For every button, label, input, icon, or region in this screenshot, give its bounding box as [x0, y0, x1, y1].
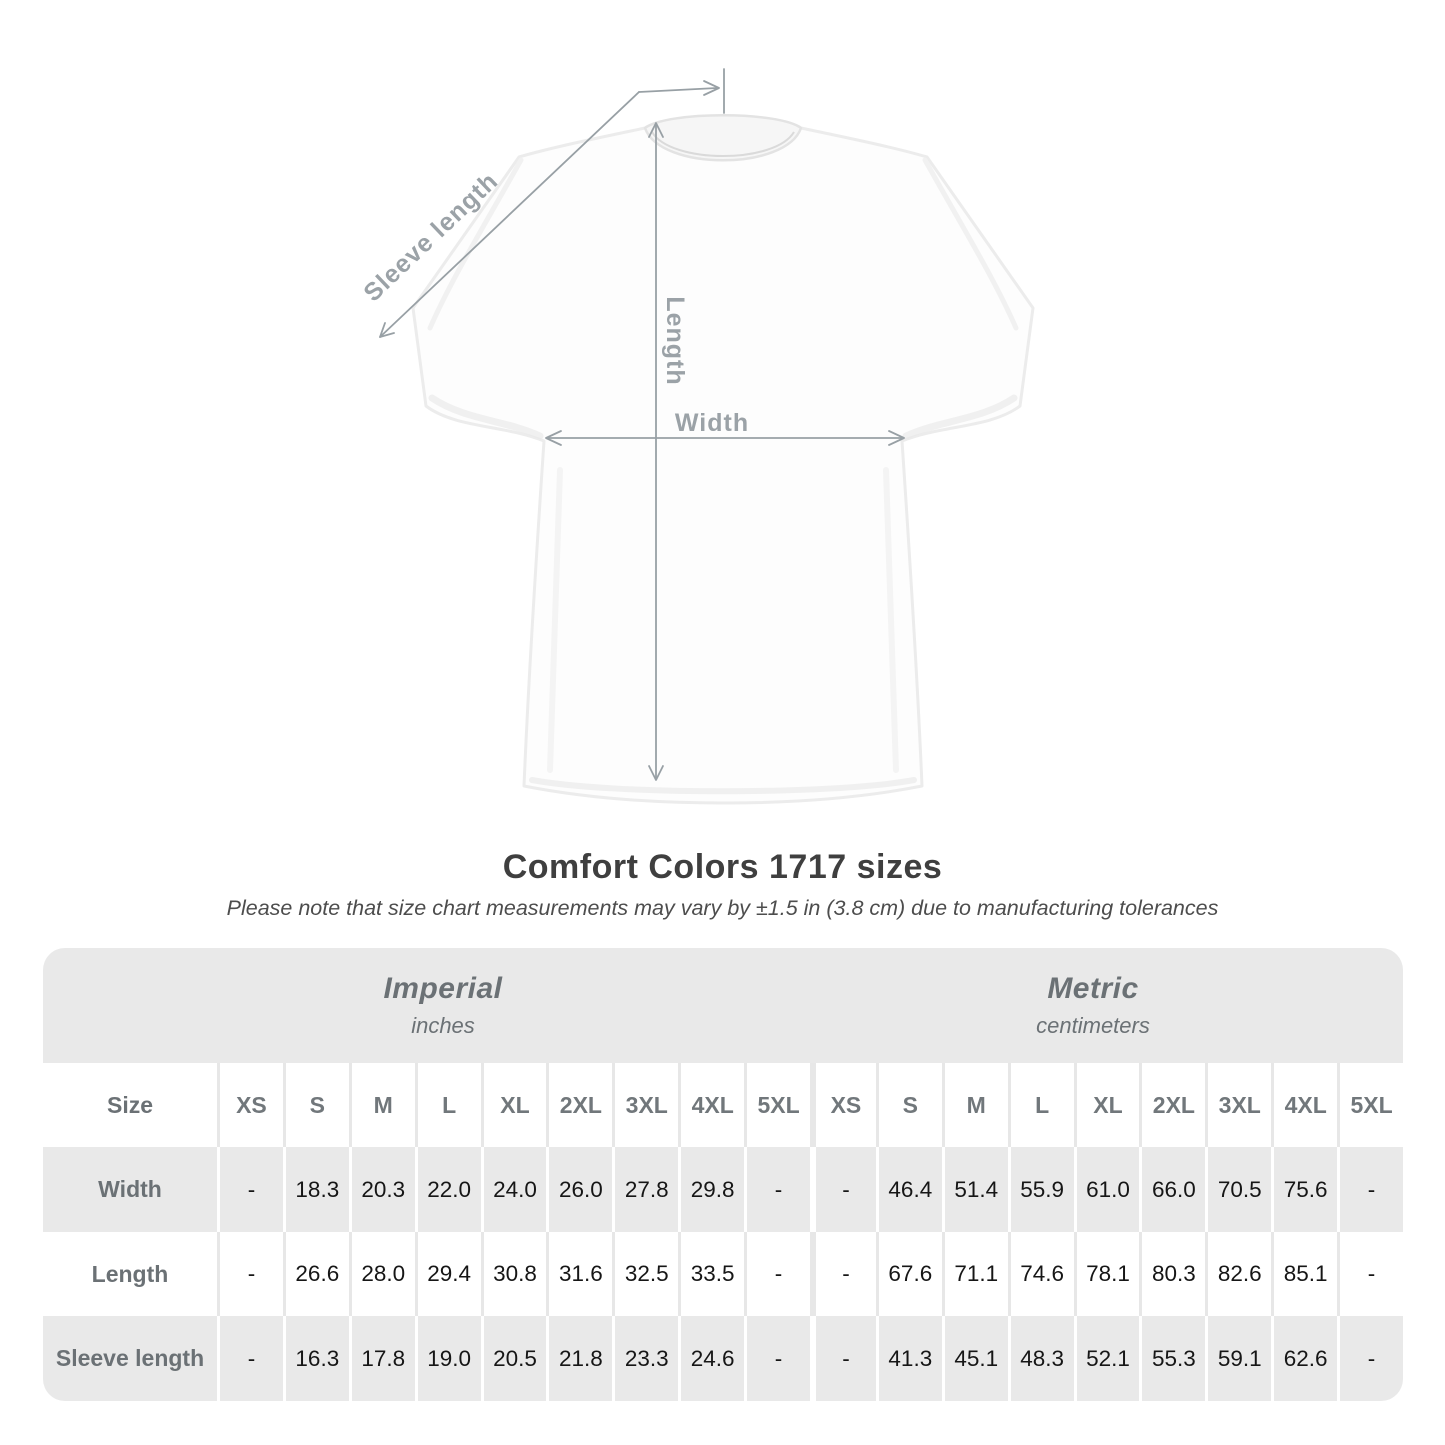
table-cell: 20.3 — [351, 1147, 415, 1232]
size-column-header: L — [417, 1063, 481, 1147]
table-cell: - — [220, 1316, 283, 1401]
size-column-header: S — [878, 1063, 942, 1147]
measurement-annotations — [379, 68, 905, 781]
table-cell: 21.8 — [549, 1316, 613, 1401]
length-label: Length — [661, 296, 689, 385]
imperial-unit: inches — [411, 1013, 475, 1038]
metric-title: Metric — [1047, 972, 1139, 1005]
table-cell: 55.3 — [1142, 1316, 1206, 1401]
table-cell: 66.0 — [1142, 1147, 1206, 1232]
size-header-label: Size — [43, 1063, 217, 1147]
table-cell: - — [1340, 1232, 1403, 1316]
table-cell: - — [220, 1147, 283, 1232]
table-cell: 19.0 — [417, 1316, 481, 1401]
table-cell: 32.5 — [615, 1232, 679, 1316]
table-unit-band: Imperial inches Metric centimeters — [43, 948, 1403, 1063]
table-cell: - — [1340, 1147, 1403, 1232]
table-cell: 75.6 — [1274, 1147, 1338, 1232]
sleeve-horizontal-line — [638, 87, 718, 93]
size-column-header: L — [1010, 1063, 1074, 1147]
table-row-width: Width - 18.3 20.3 22.0 24.0 26.0 27.8 29… — [43, 1147, 1403, 1232]
table-cell: - — [816, 1316, 876, 1401]
table-cell: 26.0 — [549, 1147, 613, 1232]
size-column-header: XS — [816, 1063, 876, 1147]
table-cell: 30.8 — [483, 1232, 547, 1316]
size-column-header: 5XL — [1340, 1063, 1403, 1147]
table-cell: 82.6 — [1208, 1232, 1272, 1316]
table-cell: 18.3 — [285, 1147, 349, 1232]
table-row-length: Length - 26.6 28.0 29.4 30.8 31.6 32.5 3… — [43, 1232, 1403, 1316]
table-cell: - — [1340, 1316, 1403, 1401]
table-cell: 45.1 — [944, 1316, 1008, 1401]
table-row-sleeve-length: Sleeve length - 16.3 17.8 19.0 20.5 21.8… — [43, 1316, 1403, 1401]
table-cell: 78.1 — [1076, 1232, 1140, 1316]
table-cell: - — [816, 1232, 876, 1316]
size-column-header: 4XL — [681, 1063, 745, 1147]
imperial-group-header: Imperial inches — [383, 948, 502, 1063]
table-cell: 23.3 — [615, 1316, 679, 1401]
row-label: Width — [43, 1147, 217, 1232]
metric-group-header: Metric centimeters — [1036, 948, 1150, 1063]
table-cell: 24.0 — [483, 1147, 547, 1232]
table-cell: 27.8 — [615, 1147, 679, 1232]
table-cell: 46.4 — [878, 1147, 942, 1232]
size-column-header: XL — [483, 1063, 547, 1147]
table-cell: 29.4 — [417, 1232, 481, 1316]
size-table: Imperial inches Metric centimeters Size … — [43, 948, 1403, 1401]
table-cell: 48.3 — [1010, 1316, 1074, 1401]
table-cell: 52.1 — [1076, 1316, 1140, 1401]
size-column-header: 3XL — [615, 1063, 679, 1147]
row-label: Length — [43, 1232, 217, 1316]
size-header-row: Size XS S M L XL 2XL 3XL 4XL 5XL XS S M … — [43, 1063, 1403, 1147]
size-column-header: M — [944, 1063, 1008, 1147]
table-cell: 55.9 — [1010, 1147, 1074, 1232]
row-label: Sleeve length — [43, 1316, 217, 1401]
table-cell: - — [747, 1232, 810, 1316]
table-cell: 74.6 — [1010, 1232, 1074, 1316]
page-subtitle: Please note that size chart measurements… — [226, 896, 1219, 920]
sleeve-arrow-line — [379, 91, 640, 338]
table-cell: 26.6 — [285, 1232, 349, 1316]
page-title: Comfort Colors 1717 sizes — [502, 848, 943, 886]
tshirt-measurement-figure: Sleeve length Length Width — [358, 68, 1035, 805]
table-cell: 51.4 — [944, 1147, 1008, 1232]
table-cell: 20.5 — [483, 1316, 547, 1401]
table-cell: - — [747, 1147, 810, 1232]
table-cell: 61.0 — [1076, 1147, 1140, 1232]
table-cell: 31.6 — [549, 1232, 613, 1316]
table-cell: - — [816, 1147, 876, 1232]
table-cell: 33.5 — [681, 1232, 745, 1316]
size-column-header: 2XL — [1142, 1063, 1206, 1147]
table-cell: 29.8 — [681, 1147, 745, 1232]
table-cell: 80.3 — [1142, 1232, 1206, 1316]
table-cell: 16.3 — [285, 1316, 349, 1401]
imperial-title: Imperial — [383, 972, 503, 1005]
table-cell: 70.5 — [1208, 1147, 1272, 1232]
table-cell: 85.1 — [1274, 1232, 1338, 1316]
table-cell: - — [747, 1316, 810, 1401]
table-cell: 67.6 — [878, 1232, 942, 1316]
size-column-header: 4XL — [1274, 1063, 1338, 1147]
size-column-header: 2XL — [549, 1063, 613, 1147]
table-cell: 62.6 — [1274, 1316, 1338, 1401]
size-column-header: M — [351, 1063, 415, 1147]
size-column-header: S — [285, 1063, 349, 1147]
width-label: Width — [675, 409, 749, 437]
size-column-header: XL — [1076, 1063, 1140, 1147]
table-cell: 22.0 — [417, 1147, 481, 1232]
tshirt-graphic — [411, 114, 1035, 805]
table-cell: - — [220, 1232, 283, 1316]
size-column-header: 5XL — [747, 1063, 810, 1147]
metric-unit: centimeters — [1036, 1013, 1150, 1038]
table-cell: 59.1 — [1208, 1316, 1272, 1401]
table-cell: 41.3 — [878, 1316, 942, 1401]
size-column-header: XS — [220, 1063, 283, 1147]
table-cell: 28.0 — [351, 1232, 415, 1316]
table-cell: 17.8 — [351, 1316, 415, 1401]
table-cell: 24.6 — [681, 1316, 745, 1401]
table-cell: 71.1 — [944, 1232, 1008, 1316]
size-column-header: 3XL — [1208, 1063, 1272, 1147]
